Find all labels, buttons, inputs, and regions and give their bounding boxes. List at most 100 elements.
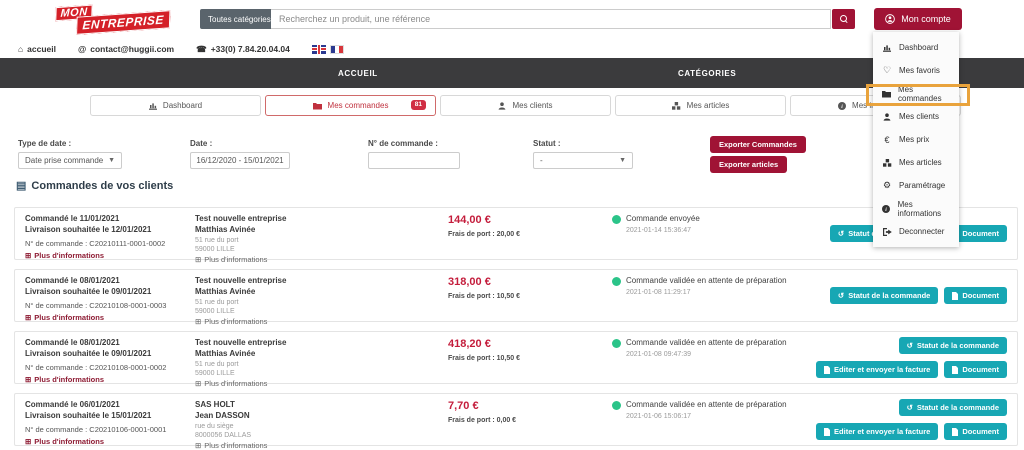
status-history-button[interactable]: ↺Statut de la commande (898, 399, 1007, 416)
export-commandes-button[interactable]: Exporter Commandes (710, 136, 806, 153)
menu-item-parametrage[interactable]: ⚙ Paramétrage (873, 174, 959, 197)
client-address1: 51 rue du port (195, 360, 239, 368)
statut-label: Statut : (533, 139, 561, 148)
export-articles-button[interactable]: Exporter articles (710, 156, 788, 173)
client-address2: 59000 LILLE (195, 307, 235, 315)
client-more-info-link[interactable]: ⊞ Plus d'informations (195, 317, 448, 326)
menu-item-label: Deconnecter (899, 227, 945, 236)
num-commande-input[interactable] (368, 152, 460, 169)
status-label: Commande envoyée (626, 214, 700, 223)
nav-accueil[interactable]: ACCUEIL (338, 69, 378, 78)
order-card: Commandé le 08/01/2021 Livraison souhait… (14, 269, 1018, 326)
delivery-date: Livraison souhaitée le 15/01/2021 (25, 410, 152, 420)
document-button[interactable]: Document (944, 361, 1007, 378)
more-info-link[interactable]: ⊞ Plus d'informations (25, 375, 195, 384)
price-column: 418,20 € Frais de port : 10,50 € (448, 338, 612, 377)
actions-column: ↺ Statut de la commande Editer et envoyer… (795, 337, 1007, 378)
menu-item-mes-articles[interactable]: Mes articles (873, 151, 959, 174)
list-icon: ▤ (16, 180, 27, 192)
actions-column: ↺ Statut de la commande Editer et envoyer… (795, 399, 1007, 440)
order-total: 144,00 € (448, 214, 491, 226)
more-info-link[interactable]: ⊞ Plus d'informations (25, 437, 195, 446)
phone-link[interactable]: ☎ +33(0) 7.84.20.04.04 (196, 44, 290, 55)
plus-square-icon: ⊞ (25, 436, 32, 446)
client-more-info-link[interactable]: ⊞ Plus d'informations (195, 255, 448, 264)
tab-mes-commandes[interactable]: Mes commandes 81 (265, 95, 436, 116)
status-timestamp: 2021-01-08 09:47:39 (626, 351, 691, 358)
user-icon (499, 101, 506, 110)
main-navbar: ACCUEIL CATÉGORIES (0, 58, 1024, 88)
at-icon: @ (77, 44, 87, 54)
tab-mes-clients[interactable]: Mes clients (440, 95, 611, 116)
menu-item-mes-favoris[interactable]: ♡ Mes favoris (873, 59, 959, 82)
shipping-cost: Frais de port : 10,50 € (448, 355, 520, 362)
order-card: Commandé le 08/01/2021 Livraison souhait… (14, 331, 1018, 388)
search-button[interactable] (832, 9, 855, 29)
document-button[interactable]: Document (944, 287, 1007, 304)
history-icon: ↺ (906, 403, 913, 412)
shipping-cost: Frais de port : 20,00 € (448, 231, 520, 238)
heart-icon: ♡ (882, 65, 892, 75)
status-button-label: Statut de la commande (916, 403, 999, 412)
client-column: Test nouvelle entreprise Matthias Avinée… (195, 276, 448, 326)
status-timestamp: 2021-01-14 15:36:47 (626, 227, 691, 234)
order-total: 318,00 € (448, 276, 491, 288)
category-dropdown-label: Toutes catégories (208, 14, 271, 24)
statut-select[interactable]: - ▼ (533, 152, 633, 169)
menu-item-dashboard[interactable]: Dashboard (873, 36, 959, 59)
client-contact: Jean DASSON (195, 410, 250, 420)
account-dropdown-menu: Dashboard ♡ Mes favoris Mes commandes Me… (873, 32, 959, 247)
order-number: N° de commande : C20210108-0001-0002 (25, 362, 167, 372)
num-commande-label: N° de commande : (368, 139, 438, 148)
header: MON ENTREPRISE Toutes catégories ▾ Mon c… (0, 0, 1024, 38)
menu-item-mes-prix[interactable]: € Mes prix (873, 128, 959, 151)
client-address2: 59000 LILLE (195, 245, 235, 253)
fr-flag-icon[interactable] (329, 44, 344, 54)
order-dates-column: Commandé le 08/01/2021 Livraison souhait… (25, 276, 195, 322)
plus-square-icon: ⊞ (195, 316, 202, 326)
order-total: 7,70 € (448, 400, 479, 412)
more-info-label: Plus d'informations (204, 254, 268, 264)
more-info-label: Plus d'informations (34, 312, 105, 322)
more-info-label: Plus d'informations (204, 440, 268, 450)
tab-dashboard[interactable]: Dashboard (90, 95, 261, 116)
document-button[interactable]: Document (944, 423, 1007, 440)
status-button-label: Statut de la commande (916, 341, 999, 350)
invoice-button[interactable]: Editer et envoyer la facture (816, 423, 939, 440)
tab-mes-articles[interactable]: Mes articles (615, 95, 786, 116)
menu-item-mes-commandes[interactable]: Mes commandes (873, 82, 959, 105)
more-info-link[interactable]: ⊞ Plus d'informations (25, 251, 195, 260)
plus-square-icon: ⊞ (195, 440, 202, 450)
nav-categories[interactable]: CATÉGORIES (678, 69, 737, 78)
client-more-info-link[interactable]: ⊞ Plus d'informations (195, 441, 448, 450)
client-address1: rue du siège (195, 422, 234, 430)
chevron-down-icon: ▼ (619, 157, 626, 164)
order-number: N° de commande : C20210111-0001-0002 (25, 238, 166, 248)
search-input[interactable] (271, 9, 831, 29)
document-icon (952, 365, 959, 374)
home-link[interactable]: ⌂ accueil (18, 44, 56, 54)
folder-icon (882, 90, 891, 97)
menu-item-deconnecter[interactable]: Deconnecter (873, 220, 959, 243)
order-dates-column: Commandé le 06/01/2021 Livraison souhait… (25, 400, 195, 446)
status-history-button[interactable]: ↺Statut de la commande (829, 287, 939, 304)
type-de-date-select[interactable]: Date prise commande ▼ (18, 152, 122, 169)
document-button-label: Document (962, 229, 999, 238)
account-button[interactable]: Mon compte (874, 8, 962, 30)
statut-value: - (540, 156, 543, 165)
date-range-input[interactable] (190, 152, 290, 169)
more-info-link[interactable]: ⊞ Plus d'informations (25, 313, 195, 322)
menu-item-label: Mes clients (899, 112, 940, 121)
document-icon (952, 291, 959, 300)
email-link[interactable]: @ contact@huggii.com (78, 44, 174, 54)
client-more-info-link[interactable]: ⊞ Plus d'informations (195, 379, 448, 388)
plus-square-icon: ⊞ (25, 312, 32, 322)
uk-flag-icon[interactable] (311, 44, 326, 54)
status-dot-icon (612, 401, 621, 410)
phone-label: +33(0) 7.84.20.04.04 (210, 44, 290, 54)
invoice-button[interactable]: Editer et envoyer la facture (816, 361, 939, 378)
menu-item-mes-informations[interactable]: i Mes informations (873, 197, 959, 220)
menu-item-mes-clients[interactable]: Mes clients (873, 105, 959, 128)
status-label: Commande validée en attente de préparati… (626, 276, 787, 285)
status-history-button[interactable]: ↺Statut de la commande (898, 337, 1007, 354)
